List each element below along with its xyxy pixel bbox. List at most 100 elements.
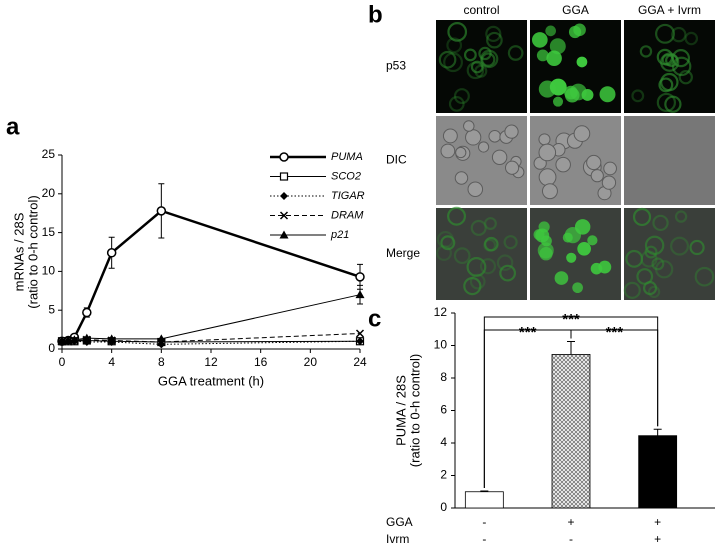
series-line — [62, 332, 361, 343]
row-label: DIC — [386, 153, 407, 167]
micrograph — [436, 116, 527, 205]
column-label: GGA — [562, 3, 589, 17]
marker — [355, 290, 365, 299]
marker — [279, 152, 289, 162]
micrograph — [436, 20, 527, 113]
cell — [546, 50, 562, 67]
cell — [572, 282, 583, 294]
x-axis-label: GGA treatment (h) — [158, 373, 264, 388]
cell — [684, 31, 699, 46]
cell — [562, 232, 573, 243]
treatment-label: Ivrm — [386, 532, 409, 546]
treatment-sign: + — [567, 515, 574, 529]
micrograph — [530, 208, 621, 300]
cell — [671, 56, 692, 77]
cell — [555, 156, 571, 173]
x-tick-label: 16 — [254, 355, 268, 369]
cell — [654, 260, 674, 279]
cell — [440, 143, 456, 159]
micrograph-bg — [624, 116, 715, 205]
cell — [448, 96, 465, 112]
cell — [465, 129, 482, 146]
cell — [660, 72, 679, 92]
cell — [503, 235, 518, 250]
cell — [478, 46, 492, 61]
cell — [652, 214, 669, 232]
cell — [644, 235, 665, 256]
cell — [436, 245, 452, 261]
cell — [483, 236, 499, 252]
cell — [577, 241, 591, 256]
cell — [455, 146, 467, 159]
micrograph — [624, 20, 715, 113]
marker — [355, 329, 365, 338]
cell — [485, 25, 502, 42]
x-tick-label: 12 — [204, 355, 218, 369]
cell — [477, 141, 490, 153]
x-tick-label: 20 — [304, 355, 318, 369]
cell — [586, 154, 602, 171]
cell — [601, 175, 617, 190]
micrograph — [623, 207, 715, 300]
cell — [671, 49, 691, 68]
cell — [453, 247, 471, 265]
column-label: GGA + Ivrm — [638, 3, 701, 17]
significance-label: *** — [562, 311, 580, 328]
significance-bracket — [570, 329, 659, 427]
cell — [467, 181, 484, 198]
cell — [545, 25, 556, 37]
panel-letter: c — [368, 305, 381, 332]
cell — [470, 219, 487, 236]
cell — [655, 23, 676, 44]
marker — [69, 335, 79, 344]
micrograph — [530, 116, 621, 205]
cell — [587, 235, 598, 246]
cell — [671, 26, 687, 43]
cell — [454, 171, 469, 185]
significance-label: *** — [519, 324, 537, 341]
micrograph — [624, 116, 715, 205]
cell — [632, 207, 652, 227]
cell — [447, 206, 467, 226]
cell — [463, 48, 477, 62]
cell — [538, 80, 556, 98]
cell — [678, 70, 693, 85]
marker — [106, 248, 117, 258]
cell — [436, 230, 455, 249]
cell — [566, 252, 577, 263]
treatment-sign: + — [654, 532, 661, 546]
marker — [63, 335, 73, 344]
panel-letter: b — [368, 1, 383, 28]
cell — [658, 77, 674, 93]
cell — [623, 281, 641, 299]
x-tick-label: 0 — [59, 355, 66, 369]
x-tick-label: 4 — [108, 355, 115, 369]
y-axis-label: (ratio to 0-h control) — [407, 354, 422, 467]
cell — [576, 56, 588, 68]
cell — [674, 210, 688, 223]
cell — [470, 60, 484, 74]
y-tick-label: 15 — [42, 225, 56, 239]
marker — [82, 307, 92, 318]
cell — [446, 37, 463, 54]
cell — [642, 281, 658, 296]
micrograph — [530, 20, 621, 113]
marker — [82, 333, 92, 342]
cell — [480, 49, 499, 69]
error-bar — [653, 428, 662, 436]
cell — [569, 83, 587, 101]
y-tick-label: 25 — [42, 147, 56, 161]
y-axis-label: PUMA / 28S — [393, 375, 408, 446]
marker — [57, 336, 67, 345]
error-bar — [567, 340, 575, 355]
cell — [453, 88, 470, 105]
cell — [442, 128, 458, 144]
treatment-sign: - — [569, 532, 573, 546]
marker — [156, 206, 167, 216]
y-tick-label: 0 — [440, 500, 447, 514]
legend-label: TIGAR — [331, 190, 365, 202]
cell — [532, 32, 548, 48]
cell — [537, 242, 554, 259]
y-tick-label: 8 — [440, 370, 447, 384]
